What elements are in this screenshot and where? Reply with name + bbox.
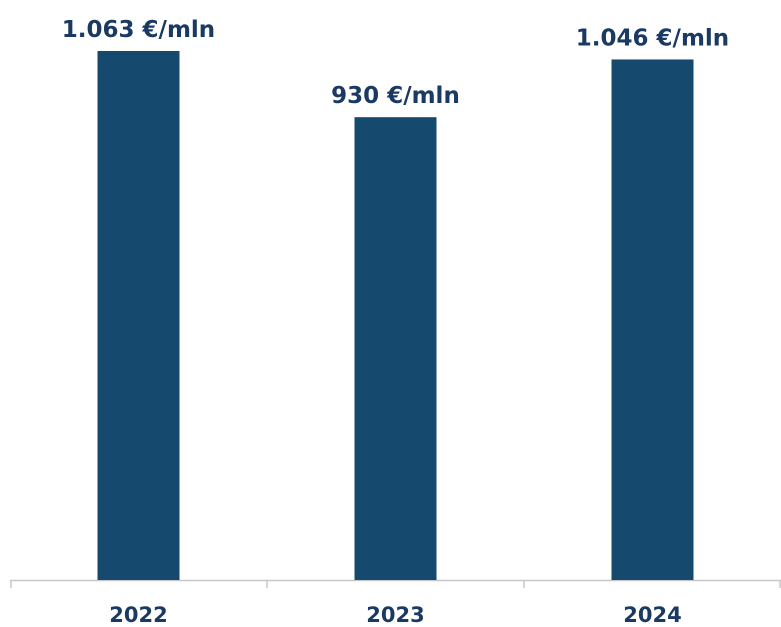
data-label-2023: 930 €/mln [331, 83, 460, 109]
data-label-2022: 1.063 €/mln [62, 17, 215, 43]
category-label-2022: 2022 [109, 603, 167, 627]
data-labels-layer: 1.063 €/mln 930 €/mln 1.046 €/mln [62, 17, 729, 109]
axis-layer [10, 579, 781, 588]
category-label-2023: 2023 [366, 603, 424, 627]
bars-layer [97, 51, 694, 581]
data-label-2024: 1.046 €/mln [576, 25, 729, 51]
category-label-2024: 2024 [623, 603, 681, 627]
bar-2022 [97, 51, 180, 580]
bar-2023 [354, 117, 437, 581]
bar-2024 [611, 59, 694, 580]
category-labels-layer: 2022 2023 2024 [109, 603, 681, 627]
